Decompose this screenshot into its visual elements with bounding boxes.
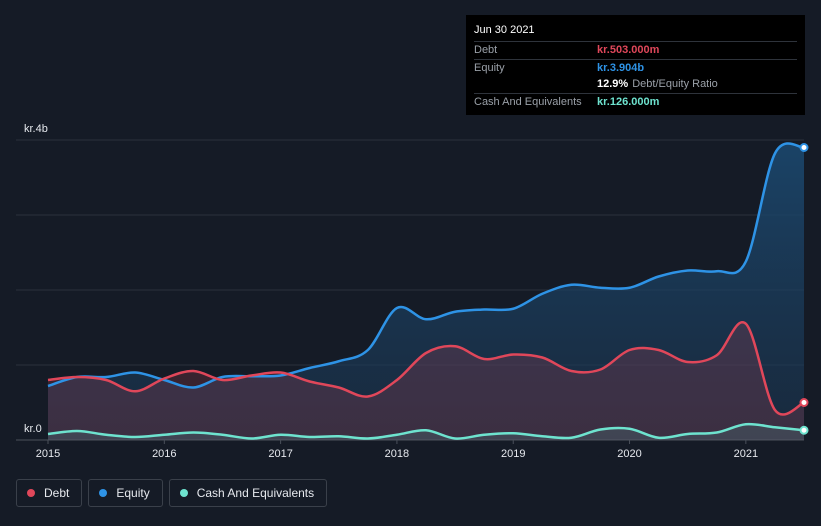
legend-dot-cash <box>179 489 188 497</box>
tooltip-ratio-row: 12.9% Debt/Equity Ratio <box>474 76 797 94</box>
legend-item-debt[interactable]: Debt <box>16 479 83 507</box>
tooltip-debt-value: kr.503.000m <box>597 44 660 56</box>
equity-line <box>47 142 805 389</box>
tooltip-date: Jun 30 2021 <box>474 21 797 42</box>
x-tick-label-2017: 2017 <box>268 448 292 460</box>
y-axis-top-label: kr.4b <box>24 123 48 135</box>
legend-item-equity[interactable]: Equity <box>88 479 163 507</box>
legend-dot-debt <box>27 489 35 497</box>
debt-end-marker <box>799 398 809 407</box>
x-tick-label-2019: 2019 <box>501 448 525 460</box>
tooltip-cash-row: Cash And Equivalents kr.126.000m <box>474 94 797 111</box>
x-tick-label-2021: 2021 <box>734 448 758 460</box>
tooltip-cash-value: kr.126.000m <box>597 95 660 108</box>
tooltip-debt-label: Debt <box>474 44 498 56</box>
legend-dot-equity <box>99 489 108 497</box>
tooltip-equity-row: Equity kr.3.904b <box>474 60 797 77</box>
debt-line <box>47 320 805 416</box>
tooltip-debt-row: Debt kr.503.000m <box>474 42 797 60</box>
cash-end-marker <box>799 425 809 435</box>
tooltip-cash-label: Cash And Equivalents <box>474 95 582 108</box>
cash-line <box>47 422 805 440</box>
legend-item-cash[interactable]: Cash And Equivalents <box>168 479 328 507</box>
legend-label-equity: Equity <box>116 486 150 500</box>
tooltip-panel: Jun 30 2021 Debt kr.503.000m Equity kr.3… <box>466 15 805 115</box>
tooltip-equity-value: kr.3.904b <box>597 61 645 74</box>
equity-end-marker <box>799 143 809 152</box>
x-tick-label-2018: 2018 <box>385 448 409 460</box>
tooltip-ratio-label: Debt/Equity Ratio <box>632 78 718 90</box>
legend-label-debt: Debt <box>44 486 70 500</box>
y-axis-bottom-label: kr.0 <box>24 423 42 435</box>
tooltip-equity-label: Equity <box>474 61 505 74</box>
x-tick-label-2015: 2015 <box>36 448 60 460</box>
tooltip-ratio-value: 12.9% <box>597 78 629 90</box>
x-tick-label-2020: 2020 <box>617 448 641 460</box>
chart-legend: Debt Equity Cash And Equivalents <box>16 479 328 507</box>
equity-area <box>48 143 804 440</box>
debt-area <box>48 322 804 440</box>
x-tick-label-2016: 2016 <box>152 448 176 460</box>
legend-label-cash: Cash And Equivalents <box>196 486 315 500</box>
tooltip-ratio-spacer <box>474 76 597 93</box>
